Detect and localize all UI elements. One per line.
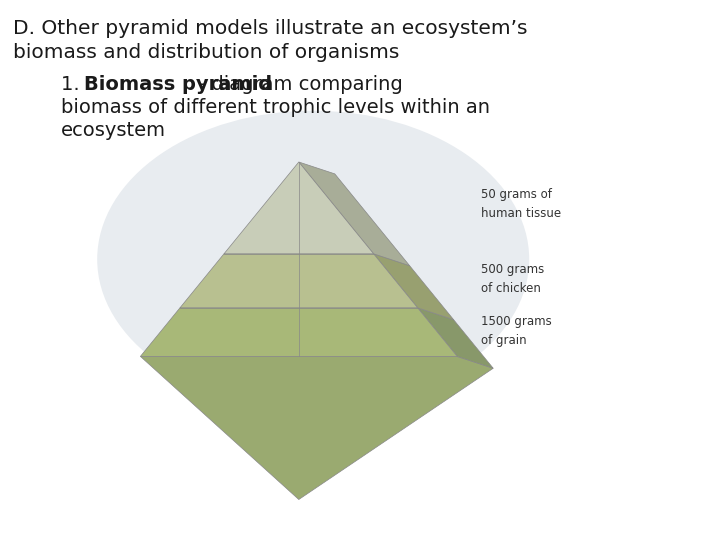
Polygon shape [140,308,457,356]
Text: ecosystem: ecosystem [61,122,166,140]
Ellipse shape [97,111,529,408]
Polygon shape [140,356,493,500]
Polygon shape [180,254,418,308]
Polygon shape [299,162,410,266]
Text: biomass and distribution of organisms: biomass and distribution of organisms [13,43,400,62]
Text: D. Other pyramid models illustrate an ecosystem’s: D. Other pyramid models illustrate an ec… [13,19,528,38]
Text: of grain: of grain [481,334,526,347]
Text: 1.: 1. [61,75,86,93]
Text: 500 grams: 500 grams [481,264,544,276]
Text: Biomass pyramid: Biomass pyramid [84,75,272,93]
Text: of chicken: of chicken [481,282,541,295]
Polygon shape [374,254,454,320]
Text: biomass of different trophic levels within an: biomass of different trophic levels with… [61,98,490,117]
Polygon shape [224,162,374,254]
Polygon shape [418,308,493,368]
Text: - diagram comparing: - diagram comparing [198,75,402,93]
Text: 50 grams of: 50 grams of [481,188,552,201]
Text: human tissue: human tissue [481,207,561,220]
Text: 1500 grams: 1500 grams [481,315,552,328]
